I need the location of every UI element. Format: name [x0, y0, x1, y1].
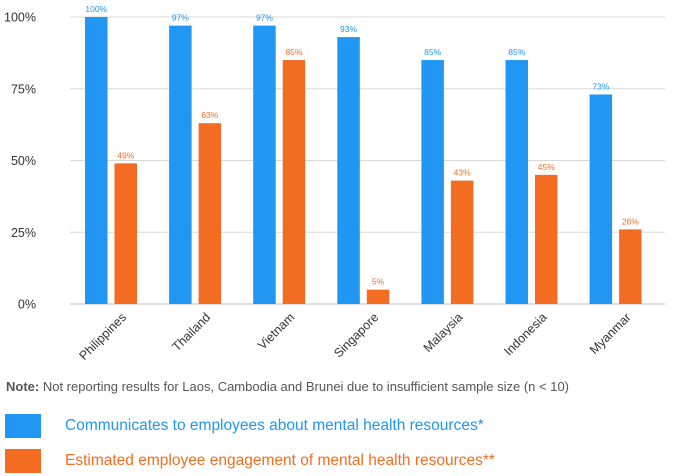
x-tick-label-indonesia: Indonesia: [501, 310, 549, 358]
legend-swatch-communicates: [5, 414, 41, 438]
x-tick-label-myanmar: Myanmar: [587, 310, 634, 357]
bar-chart: 0% 25% 50% 75% 100% 100% 49% 97% 63% 97% 85% 93% 5%…: [4, 4, 665, 363]
legend-label-engagement: Estimated employee engagement of mental …: [65, 452, 495, 469]
x-tick-label-vietnam: Vietnam: [255, 310, 297, 352]
bar-philippines-series-2: [114, 163, 137, 304]
x-tick-label-thailand: Thailand: [169, 310, 213, 354]
note-text: Not reporting results for Laos, Cambodia…: [39, 379, 570, 394]
data-label-singapore-series-1: 93%: [340, 24, 357, 34]
data-label-malaysia-series-2: 43%: [454, 168, 471, 178]
data-labels: 100% 49% 97% 63% 97% 85% 93% 5% 85% 43% 85% 45% 73% 2…: [85, 4, 639, 287]
legend-label-communicates: Communicates to employees about mental h…: [65, 417, 484, 434]
data-label-thailand-series-2: 63%: [201, 110, 218, 120]
chart-note: Note: Not reporting results for Laos, Ca…: [6, 379, 569, 394]
data-label-vietnam-series-2: 85%: [285, 47, 302, 57]
bar-philippines-series-1: [85, 17, 108, 304]
data-label-vietnam-series-1: 97%: [256, 13, 273, 23]
data-label-myanmar-series-1: 73%: [592, 81, 609, 91]
data-label-thailand-series-1: 97%: [172, 13, 189, 23]
legend-item-engagement: Estimated employee engagement of mental …: [5, 449, 495, 473]
bars: [85, 17, 642, 305]
bar-myanmar-series-2: [619, 229, 642, 304]
bar-thailand-series-1: [169, 25, 192, 305]
bar-vietnam-series-1: [253, 25, 276, 305]
bar-indonesia-series-1: [505, 60, 528, 304]
bar-indonesia-series-2: [535, 174, 558, 304]
x-tick-label-malaysia: Malaysia: [421, 310, 466, 355]
y-tick-label-0: 0%: [18, 298, 36, 312]
note-label: Note:: [6, 379, 40, 394]
y-tick-label-75: 75%: [11, 82, 36, 96]
data-label-malaysia-series-1: 85%: [424, 47, 441, 57]
data-label-philippines-series-2: 49%: [117, 150, 134, 160]
data-label-myanmar-series-2: 26%: [622, 216, 639, 226]
bar-thailand-series-2: [198, 123, 222, 304]
x-tick-label-singapore: Singapore: [331, 310, 381, 360]
data-label-philippines-series-1: 100%: [85, 4, 107, 14]
gridlines: [70, 16, 665, 305]
bar-vietnam-series-2: [282, 60, 306, 304]
bar-malaysia-series-1: [421, 60, 444, 304]
bar-singapore-series-1: [337, 37, 360, 305]
bar-myanmar-series-1: [589, 94, 613, 305]
y-tick-label-25: 25%: [11, 226, 36, 240]
legend-item-communicates: Communicates to employees about mental h…: [5, 414, 484, 438]
bar-malaysia-series-2: [450, 180, 474, 304]
x-axis-tick-labels: Philippines Thailand Vietnam Singapore Malay…: [76, 310, 633, 363]
y-tick-label-100: 100%: [4, 11, 36, 25]
x-tick-label-philippines: Philippines: [76, 310, 129, 363]
y-axis-tick-labels: 0% 25% 50% 75% 100%: [4, 11, 36, 312]
data-label-indonesia-series-1: 85%: [508, 47, 525, 57]
data-label-indonesia-series-2: 45%: [538, 162, 555, 172]
data-label-singapore-series-2: 5%: [372, 277, 385, 287]
legend-swatch-engagement: [5, 449, 41, 473]
bar-singapore-series-2: [366, 289, 390, 304]
y-tick-label-50: 50%: [11, 154, 36, 168]
